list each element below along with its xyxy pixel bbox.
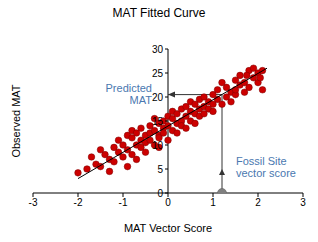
- svg-text:15: 15: [152, 116, 164, 127]
- svg-text:MAT: MAT: [130, 94, 153, 106]
- svg-text:25: 25: [152, 68, 164, 79]
- svg-text:-3: -3: [29, 197, 38, 208]
- svg-text:MAT Vector Score: MAT Vector Score: [124, 222, 212, 234]
- html-text:MAT Fitted Curve: MAT Fitted Curve: [112, 6, 206, 20]
- svg-text:5: 5: [157, 164, 163, 175]
- svg-text:Observed MAT: Observed MAT: [10, 84, 22, 157]
- svg-text:Predicted: Predicted: [106, 82, 152, 94]
- svg-text:vector score: vector score: [236, 167, 296, 179]
- svg-text:0: 0: [157, 188, 163, 199]
- svg-text:20: 20: [152, 92, 164, 103]
- svg-text:1: 1: [210, 197, 216, 208]
- svg-text:0: 0: [165, 197, 171, 208]
- svg-text:3: 3: [300, 197, 306, 208]
- svg-text:10: 10: [152, 140, 164, 151]
- svg-text:2: 2: [255, 197, 261, 208]
- svg-text:Fossil Site: Fossil Site: [236, 155, 287, 167]
- svg-text:30: 30: [152, 44, 164, 55]
- svg-text:-2: -2: [74, 197, 83, 208]
- svg-text:-1: -1: [119, 197, 128, 208]
